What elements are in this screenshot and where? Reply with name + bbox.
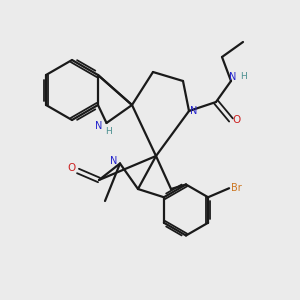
Text: O: O xyxy=(68,163,76,173)
Text: H: H xyxy=(240,72,247,81)
Text: N: N xyxy=(110,155,118,166)
Text: O: O xyxy=(232,115,241,125)
Text: H: H xyxy=(106,127,112,136)
Text: Br: Br xyxy=(231,183,242,193)
Text: N: N xyxy=(190,106,197,116)
Text: N: N xyxy=(95,121,103,131)
Text: N: N xyxy=(229,71,236,82)
